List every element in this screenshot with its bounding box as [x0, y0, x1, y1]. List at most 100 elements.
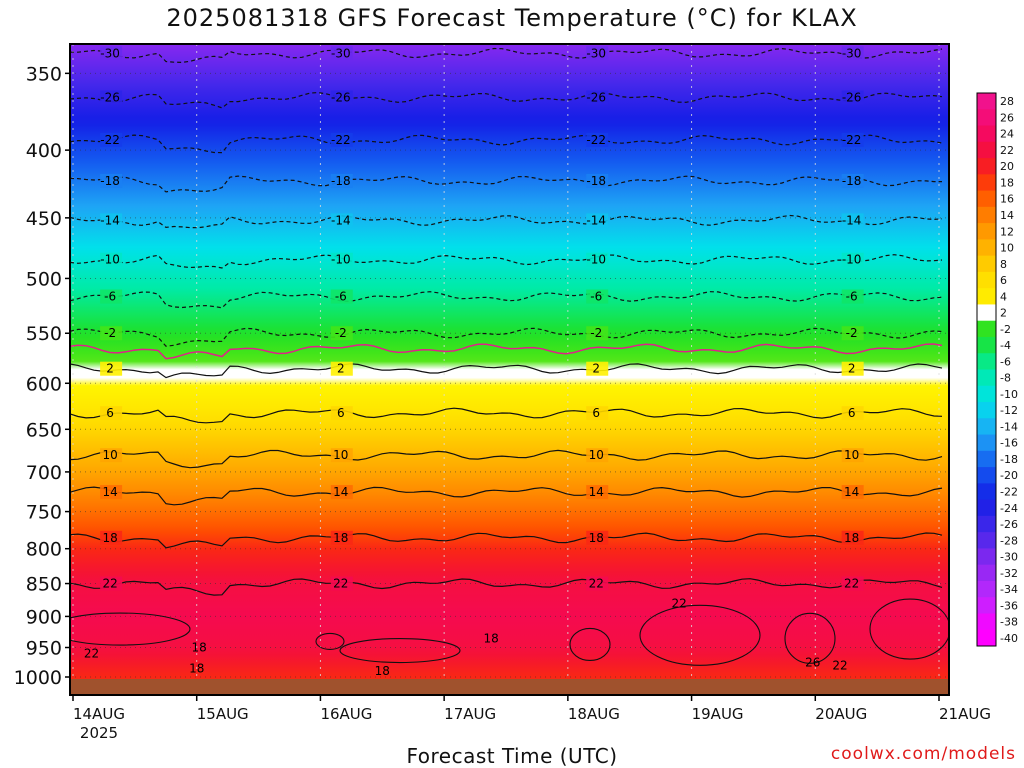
- contour-label-bg: [330, 485, 353, 500]
- contour-label-bg: [100, 576, 123, 591]
- contour-label-bg: [841, 252, 864, 267]
- colorbar-label: -2: [1000, 323, 1011, 336]
- colorbar-label: -4: [1000, 339, 1011, 352]
- contour-label: 14: [333, 485, 348, 499]
- contour-label: 18: [102, 531, 117, 545]
- contour-label: -18: [100, 174, 120, 188]
- colorbar-label: 16: [1000, 193, 1014, 206]
- colorbar-label: 6: [1000, 274, 1007, 287]
- contour-label: -22: [100, 133, 120, 147]
- contour-cell: [639, 604, 761, 666]
- colorbar-label: -22: [1000, 485, 1018, 498]
- contour-label: -2: [104, 326, 116, 340]
- contour-label: 22: [84, 647, 99, 661]
- contour-label: 2: [592, 362, 600, 376]
- contour-label-bg: [330, 326, 353, 341]
- contour-label: -2: [590, 326, 602, 340]
- contour-label-bg: [841, 132, 864, 147]
- contour-label: 18: [375, 664, 390, 678]
- contour-label: 10: [102, 448, 117, 462]
- colorbar-swatch: [977, 336, 996, 354]
- colorbar-label: -40: [1000, 632, 1018, 645]
- contour-label: 22: [589, 577, 604, 591]
- contour-cell: [339, 637, 461, 664]
- contour-label: 6: [106, 406, 114, 420]
- colorbar-swatch: [977, 467, 996, 484]
- contour-label: -30: [842, 46, 862, 60]
- contour-label: -6: [104, 290, 116, 304]
- x-tick-label: 21AUG: [939, 705, 991, 723]
- contour-label-bg: [841, 90, 864, 105]
- freezing-line: [70, 343, 943, 360]
- contour-label: -34: [842, 0, 862, 14]
- contour-label: -26: [586, 90, 606, 104]
- colorbar-label: -12: [1000, 404, 1018, 417]
- contour-label-bg: [100, 173, 123, 188]
- contour-label: -26: [331, 90, 351, 104]
- contour-cell: [869, 598, 949, 660]
- x-tick-label: 20AUG: [815, 705, 867, 723]
- contour-label-bg: [841, 448, 864, 463]
- colorbar-label: 2: [1000, 307, 1007, 320]
- contour-label-bg: [330, 173, 353, 188]
- x-tick-label: 17AUG: [444, 705, 496, 723]
- colorbar-swatch: [977, 288, 996, 305]
- contour-label-bg: [586, 252, 609, 267]
- y-tick-label: 800: [26, 539, 62, 561]
- y-tick-label: 450: [26, 208, 62, 230]
- contour-label-bg: [330, 576, 353, 591]
- colorbar-label: -8: [1000, 372, 1011, 385]
- y-tick-label: 550: [26, 323, 62, 345]
- contour-label: -18: [331, 174, 351, 188]
- contour-label: 22: [844, 577, 859, 591]
- colorbar-swatch: [977, 434, 996, 452]
- contour-label-bg: [330, 530, 353, 545]
- colorbar-swatch: [977, 532, 996, 549]
- contour-line: [70, 407, 943, 424]
- colorbar-label: -26: [1000, 518, 1018, 531]
- contour-label-bg: [841, 213, 864, 228]
- colorbar-swatch: [977, 304, 996, 322]
- x-tick-label: 16AUG: [320, 705, 372, 723]
- contour-line: [70, 134, 943, 154]
- contour-label-bg: [330, 213, 353, 228]
- contour-cell: [784, 612, 836, 664]
- contour-label-bg: [842, 0, 864, 14]
- contour-label-bg: [100, 485, 123, 500]
- ground-band: [70, 679, 949, 695]
- contour-line: [70, 327, 943, 347]
- colorbar-swatch: [977, 369, 996, 387]
- contour-label: -2: [335, 326, 347, 340]
- contour-label-bg: [586, 46, 609, 61]
- chart-title: 2025081318 GFS Forecast Temperature (°C)…: [166, 4, 858, 32]
- colorbar-swatch: [977, 548, 996, 566]
- x-tick-label: 14AUG: [73, 705, 125, 723]
- contour-label: -30: [331, 46, 351, 60]
- contour-label-bg: [100, 361, 123, 376]
- colorbar: 28 26 24 22 20 18 16 14 12 10 8 6 4 2 -2 -4 -6 -8 -10 -12 -1…: [976, 92, 1018, 647]
- contour-label-bg: [586, 132, 609, 147]
- colorbar-frame: [976, 92, 997, 647]
- colorbar-label: -32: [1000, 567, 1018, 580]
- contour-label: 18: [484, 631, 499, 645]
- y-tick-label: 700: [26, 462, 62, 484]
- colorbar-label: -14: [1000, 420, 1018, 433]
- contour-label-bg: [330, 361, 353, 376]
- contour-label: -22: [842, 133, 862, 147]
- colorbar-swatch: [977, 499, 996, 517]
- x-tick-year: 2025: [80, 724, 118, 742]
- colorbar-label: 22: [1000, 144, 1014, 157]
- contour-label-bg: [586, 173, 609, 188]
- colorbar-swatch: [977, 402, 996, 419]
- contour-label: -10: [100, 253, 120, 267]
- colorbar-swatch: [977, 93, 996, 110]
- contour-label-bg: [100, 90, 123, 105]
- contour-label: -14: [331, 213, 351, 227]
- colorbar-label: -6: [1000, 355, 1011, 368]
- colorbar-label: 4: [1000, 290, 1007, 303]
- colorbar-swatch: [977, 629, 996, 647]
- contour-label-bg: [586, 530, 609, 545]
- contour-label: -26: [842, 90, 862, 104]
- colorbar-label: 26: [1000, 111, 1014, 124]
